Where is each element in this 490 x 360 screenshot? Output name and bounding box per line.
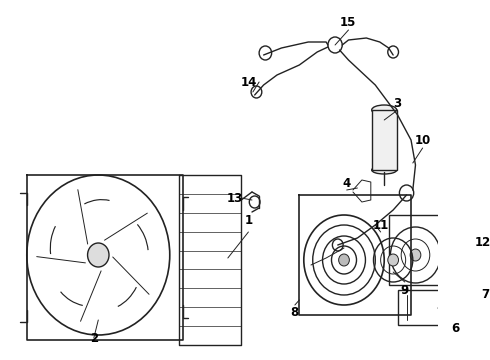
Text: 11: 11 [372,219,389,231]
Circle shape [410,249,421,261]
Circle shape [339,254,349,266]
Text: 4: 4 [343,176,351,189]
Text: 9: 9 [401,284,409,297]
Ellipse shape [372,105,397,115]
Bar [372,110,397,170]
Text: 5: 5 [489,248,490,261]
Text: 15: 15 [340,15,356,28]
Ellipse shape [372,166,397,174]
Text: 14: 14 [240,76,257,89]
Text: 6: 6 [452,321,460,334]
Circle shape [88,243,109,267]
Text: 2: 2 [90,332,98,345]
Text: 8: 8 [291,306,299,319]
Text: 13: 13 [227,192,243,204]
Bar [397,290,447,325]
Text: 12: 12 [474,235,490,248]
Bar [389,215,456,285]
Circle shape [388,254,398,266]
Text: 7: 7 [481,288,489,302]
Text: 1: 1 [245,213,252,226]
Text: 3: 3 [393,96,402,109]
Text: 10: 10 [415,134,431,147]
